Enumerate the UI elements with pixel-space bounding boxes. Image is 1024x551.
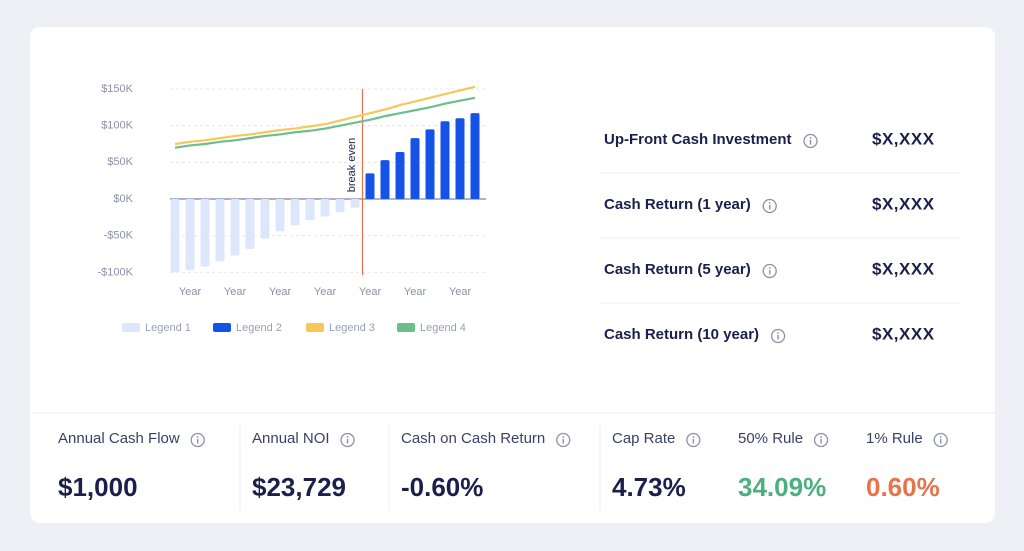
info-icon [190,432,205,448]
info-dot [768,202,771,204]
info-dot [768,267,771,269]
bar [365,173,375,200]
x-tick-label: Year [269,286,292,298]
bar [260,199,270,239]
info-dot [196,436,199,438]
metric-label: Annual NOI [252,430,330,447]
metric-value: $23,729 [252,472,346,502]
bar [170,199,180,273]
info-dot [809,137,812,139]
bar [425,129,435,200]
bar [350,199,360,208]
summary-label: Cash Return (10 year) [604,326,759,343]
info-circle [556,432,571,448]
info-circle [933,432,948,448]
legend-label: Legend 2 [236,322,282,334]
info-dot [820,436,822,438]
info-dot [692,436,695,438]
bar [200,199,210,267]
legend-swatch [213,323,231,332]
legend-label: Legend 4 [420,322,466,334]
bar [215,199,225,262]
info-icon [762,263,777,279]
info-icon [762,198,777,214]
bar [410,138,420,200]
bar [185,199,195,271]
info-circle [190,432,205,448]
info-dot [346,436,349,438]
metric-label: 1% Rule [866,430,923,447]
y-tick-label: $50K [107,156,133,168]
info-icon [770,328,786,344]
legend-label: Legend 1 [145,322,191,334]
info-circle [770,328,786,344]
y-tick-label: $100K [101,120,133,132]
x-tick-label: Year [179,286,202,298]
bar [275,199,285,232]
bar [380,160,390,200]
metric-label: Annual Cash Flow [58,430,180,447]
line [174,96,476,149]
bar [470,113,480,200]
x-tick-label: Year [359,286,382,298]
legend-swatch [397,323,415,332]
summary-label: Cash Return (5 year) [604,261,751,278]
x-tick-label: Year [314,286,337,298]
info-circle [686,432,701,448]
summary-value: $X,XXX [872,259,935,278]
y-tick-label: -$50K [104,230,134,242]
summary-label: Up-Front Cash Investment [604,131,792,148]
bar [230,199,240,256]
bar [245,199,255,249]
summary-value: $X,XXX [872,129,935,148]
metric-label: Cash on Cash Return [401,430,545,447]
info-icon [340,432,355,448]
legend-swatch [306,323,324,332]
bar [305,199,315,221]
y-tick-label: $0K [113,193,133,205]
info-dot [777,332,779,334]
x-tick-label: Year [224,286,247,298]
summary-value: $X,XXX [872,324,935,343]
info-circle [803,133,818,149]
bar [320,199,330,217]
bar [290,199,300,226]
bar [440,121,450,200]
info-circle [762,198,777,214]
card [30,27,995,523]
bar [455,118,465,200]
legend-swatch [122,323,140,332]
metric-value: 4.73% [612,472,686,502]
metric-label: Cap Rate [612,430,675,447]
info-dot [562,436,565,438]
bar [395,152,405,200]
info-icon [813,432,829,448]
bar [335,199,345,213]
x-tick-label: Year [404,286,427,298]
y-tick-label: -$100K [98,266,134,278]
info-icon [686,432,701,448]
info-circle [762,263,777,279]
y-tick-label: $150K [101,83,133,95]
legend-label: Legend 3 [329,322,375,334]
line [174,85,476,146]
info-icon [933,432,948,448]
summary-value: $X,XXX [872,194,935,213]
summary-label: Cash Return (1 year) [604,196,751,213]
annotation: break even [346,138,358,192]
metric-value: $1,000 [58,472,138,502]
info-icon [556,432,571,448]
info-dot [939,436,942,438]
metric-value: 34.09% [738,472,826,502]
x-tick-label: Year [449,286,472,298]
info-circle [813,432,829,448]
info-icon [803,133,818,149]
metric-label: 50% Rule [738,430,803,447]
metric-value: -0.60% [401,472,483,502]
info-circle [340,432,355,448]
metric-value: 0.60% [866,472,940,502]
